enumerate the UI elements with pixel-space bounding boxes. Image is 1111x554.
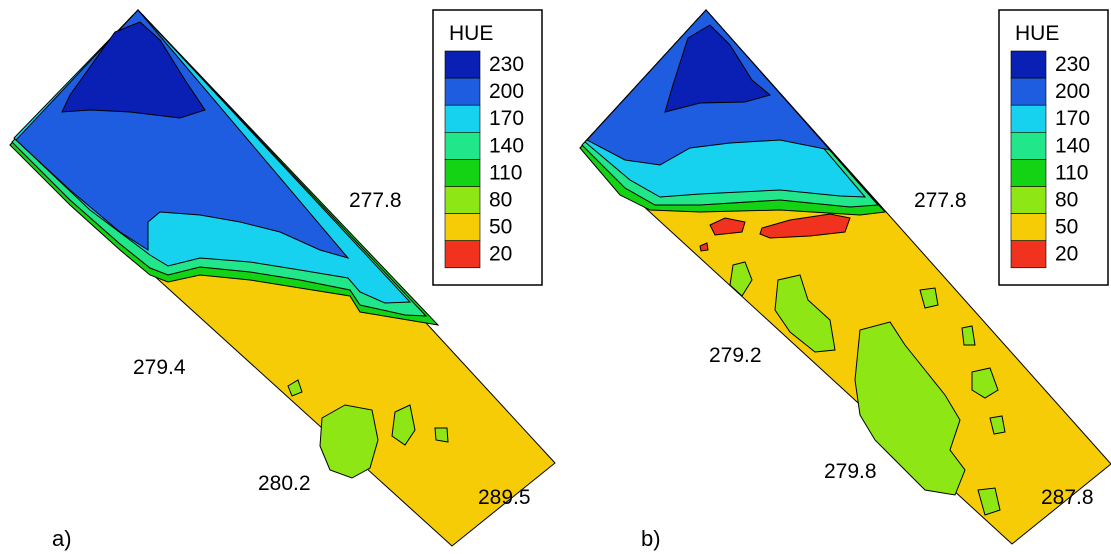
legend-label: 80 — [1055, 189, 1078, 212]
legend-swatch — [444, 186, 481, 214]
legend-swatch — [1010, 77, 1047, 106]
contour-region-80-patch — [729, 261, 753, 297]
legend-swatch — [1010, 104, 1047, 133]
legend-swatch — [444, 240, 481, 269]
contour-region-80-patch — [391, 404, 416, 446]
contour-region-20-patch — [759, 213, 851, 239]
contour-region-20-patch — [699, 242, 709, 252]
contour-region-80-patch — [971, 367, 999, 399]
legend-swatch — [1010, 132, 1047, 160]
contour-region-80-patch — [919, 287, 939, 309]
annotation-277-8: 277.8 — [914, 189, 967, 212]
panel-a: HUE 230 200 170 140 110 80 50 20 277.8 279.4 28… — [9, 9, 556, 551]
panel-label-a: a) — [52, 526, 72, 551]
contour-region-80-patch — [319, 404, 379, 479]
legend-a: HUE 230 200 170 140 110 80 50 20 — [432, 9, 543, 286]
legend-label: 110 — [1055, 161, 1088, 184]
annotation-289-5: 289.5 — [478, 486, 531, 509]
legend-swatch — [444, 132, 481, 160]
legend-label: 230 — [1055, 53, 1090, 76]
legend-title: HUE — [1015, 22, 1059, 45]
legend-swatch — [1010, 186, 1047, 214]
legend-label: 200 — [489, 80, 524, 103]
legend-swatch — [444, 77, 481, 106]
contour-region-80-patch — [434, 427, 449, 443]
contour-region-80-patch — [774, 274, 836, 353]
annotation-279-2: 279.2 — [709, 344, 762, 367]
legend-swatch — [1010, 50, 1047, 79]
legend-label: 230 — [489, 53, 524, 76]
contour-region-80-patch — [961, 325, 976, 346]
legend-swatch — [1010, 159, 1047, 187]
panel-b: HUE 230 200 170 140 110 80 50 20 277.8 279.2 27… — [579, 9, 1111, 551]
legend-swatch — [444, 213, 481, 242]
legend-swatch — [444, 104, 481, 133]
panel-label-b: b) — [641, 526, 661, 551]
legend-label: 80 — [489, 189, 512, 212]
annotation-277-8: 277.8 — [349, 189, 402, 212]
contour-region-230 — [664, 24, 772, 113]
contour-region-80-patch — [287, 379, 303, 397]
contour-region-230 — [61, 21, 206, 119]
contour-map-a — [9, 9, 556, 547]
legend-label: 170 — [1055, 107, 1090, 130]
legend-label: 110 — [489, 161, 522, 184]
legend-swatch — [444, 50, 481, 79]
annotation-279-4: 279.4 — [133, 356, 186, 379]
legend-b: HUE 230 200 170 140 110 80 50 20 — [998, 9, 1109, 286]
legend-label: 20 — [489, 243, 512, 266]
contour-region-80-patch — [854, 321, 966, 496]
legend-swatch — [1010, 240, 1047, 269]
contour-region-80-patch — [977, 487, 1001, 516]
legend-label: 20 — [1055, 243, 1078, 266]
legend-swatch — [444, 159, 481, 187]
annotation-287-8: 287.8 — [1041, 486, 1094, 509]
annotation-279-8: 279.8 — [824, 460, 877, 483]
legend-swatch — [1010, 213, 1047, 242]
contour-region-20-patch — [709, 217, 746, 236]
legend-label: 170 — [489, 107, 524, 130]
legend-title: HUE — [449, 22, 493, 45]
legend-label: 140 — [489, 134, 524, 157]
contour-region-80-patch — [989, 415, 1006, 435]
annotation-280-2: 280.2 — [258, 472, 311, 495]
contour-map-b — [579, 9, 1111, 545]
legend-label: 200 — [1055, 80, 1090, 103]
legend-label: 140 — [1055, 134, 1090, 157]
legend-label: 50 — [1055, 216, 1078, 239]
legend-label: 50 — [489, 216, 512, 239]
